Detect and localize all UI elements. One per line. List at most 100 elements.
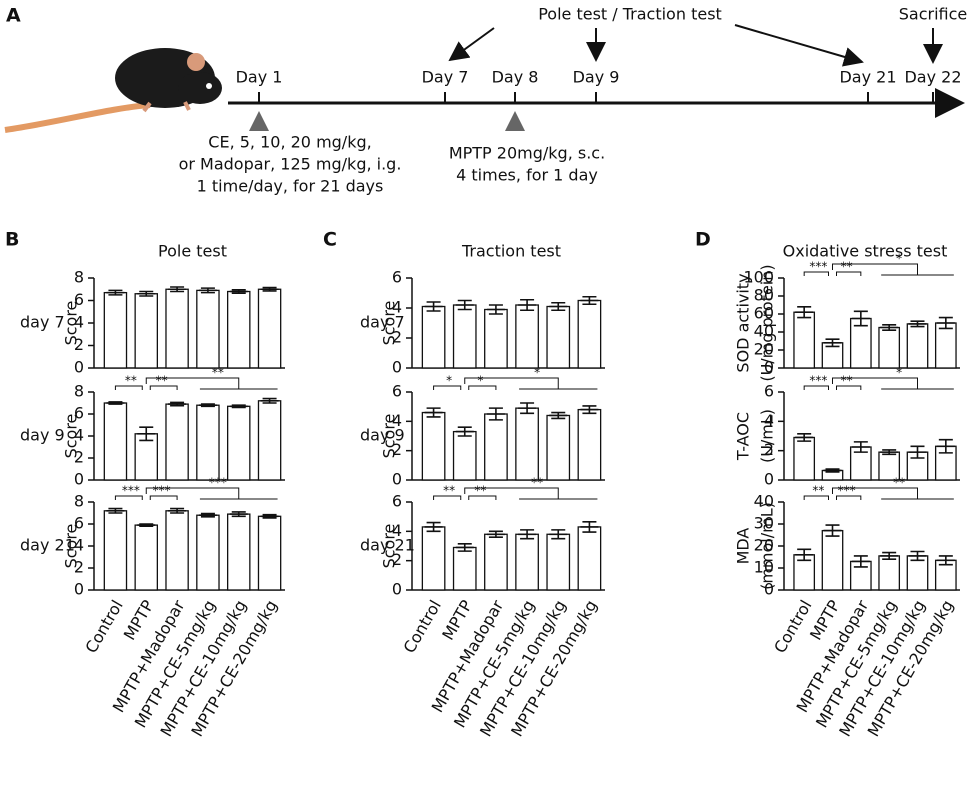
bar (546, 305, 571, 369)
error-bar (880, 324, 899, 331)
error-bar (936, 438, 955, 454)
bar (515, 533, 539, 591)
y-tick-label: 2 (392, 550, 402, 569)
error-bar (455, 543, 474, 552)
bar (165, 403, 189, 481)
bar (546, 414, 571, 481)
y-tick-label: 2 (392, 440, 402, 459)
error-bar (880, 449, 899, 456)
panel-title: Pole test (158, 242, 227, 261)
sig-label: * (446, 374, 452, 388)
sig-bracket (832, 377, 954, 390)
error-bar (106, 507, 125, 514)
bar (934, 322, 957, 369)
error-bar (936, 316, 955, 330)
sig-bracket (468, 495, 497, 500)
panel-letter: C (323, 229, 337, 251)
y-tick-label: 2 (74, 448, 84, 467)
x-tick-label: Control (400, 597, 445, 657)
y-tick-label: 60 (754, 304, 774, 323)
error-bar (851, 310, 870, 327)
sig-bracket (803, 495, 829, 500)
error-bar (486, 530, 505, 538)
mptp-note: 4 times, for 1 day (456, 166, 598, 185)
bar (226, 405, 251, 481)
error-bar (106, 401, 125, 405)
y-tick-label: 2 (74, 558, 84, 577)
error-bar (823, 338, 842, 348)
sig-bracket (145, 487, 278, 500)
error-bar (936, 555, 955, 566)
error-bar (908, 445, 927, 459)
sig-bracket (149, 495, 178, 500)
sig-bracket (836, 495, 862, 500)
mptp-note: MPTP 20mg/kg, s.c. (449, 144, 605, 163)
error-bar (168, 286, 187, 293)
y-tick-label: 20 (754, 340, 774, 359)
error-bar (851, 555, 870, 568)
y-tick-label: 8 (74, 492, 84, 511)
error-bar (106, 289, 125, 296)
row-label: day 7 (360, 313, 405, 332)
y-tick-label: 8 (74, 268, 84, 287)
error-bar (795, 548, 814, 562)
panel-title: Traction test (461, 242, 561, 261)
y-tick-label: 6 (74, 514, 84, 533)
error-bar (137, 290, 156, 297)
bar (793, 311, 816, 369)
error-bar (823, 468, 842, 473)
sig-label: *** (838, 484, 856, 498)
bar (515, 407, 539, 481)
y-tick-label: 6 (392, 382, 402, 401)
y-tick-label: 40 (754, 322, 774, 341)
sig-bracket (836, 271, 862, 276)
y-tick-label: 30 (754, 514, 774, 533)
error-bar (580, 405, 599, 415)
sig-label: ** (841, 260, 853, 274)
sig-label: ** (474, 484, 486, 498)
y-tick-label: 0 (74, 358, 84, 377)
y-tick-label: 0 (764, 358, 774, 377)
bar (196, 404, 220, 481)
error-bar (260, 513, 279, 519)
row-label: day 21 (20, 536, 75, 555)
panel-title: Oxidative stress test (783, 242, 948, 261)
sig-label: ** (893, 476, 905, 490)
error-bar (455, 299, 474, 311)
y-tick-label: 0 (392, 580, 402, 599)
error-bar (823, 524, 842, 537)
bar (165, 510, 189, 591)
sig-label: *** (809, 260, 827, 274)
sig-label: *** (153, 484, 171, 498)
error-bar (198, 287, 217, 294)
error-bar (580, 295, 599, 306)
sig-label: ** (812, 484, 824, 498)
sacrifice-label: Sacrifice (899, 5, 968, 24)
y-tick-label: 0 (764, 470, 774, 489)
y-tick-label: 0 (764, 580, 774, 599)
bar (421, 305, 446, 369)
treatment-note: CE, 5, 10, 20 mg/kg, (208, 133, 371, 152)
y-tick-label: 0 (392, 358, 402, 377)
bar (577, 526, 602, 591)
bar (103, 291, 128, 369)
error-bar (908, 550, 927, 562)
treatment-note: 1 time/day, for 21 days (197, 177, 384, 196)
day-label: Day 7 (422, 68, 469, 87)
bar (134, 293, 158, 369)
y-axis-label: Score (62, 414, 81, 459)
bar (257, 288, 282, 369)
bar (257, 515, 282, 591)
bar (546, 533, 571, 591)
y-tick-label: 80 (754, 286, 774, 305)
bar (226, 290, 251, 369)
error-bar (229, 289, 248, 294)
day-label: Day 8 (492, 68, 539, 87)
error-bar (795, 306, 814, 319)
sig-bracket (433, 385, 462, 390)
sig-label: * (534, 366, 540, 380)
arrow (448, 27, 495, 62)
bar (484, 413, 508, 481)
bar (577, 299, 602, 369)
